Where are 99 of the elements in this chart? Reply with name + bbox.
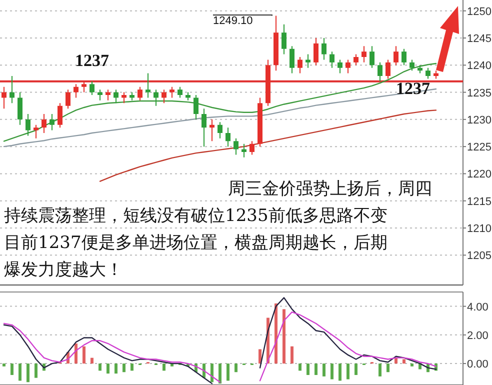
- y-tick-label: 1215: [467, 196, 492, 208]
- candlestick: [154, 89, 158, 106]
- candlestick: [298, 56, 302, 74]
- bar: [106, 364, 110, 374]
- bar: [346, 364, 350, 380]
- bar: [314, 364, 318, 375]
- candlestick: [58, 102, 62, 128]
- y-tick-label: 1230: [467, 114, 492, 126]
- candlestick: [322, 38, 326, 60]
- annotation: 1249.10: [213, 15, 253, 27]
- bar: [122, 364, 126, 372]
- candlestick: [282, 24, 286, 55]
- candlestick: [394, 46, 398, 66]
- bar: [338, 364, 342, 381]
- bar: [226, 364, 230, 381]
- y-tick-label: 1225: [467, 142, 492, 154]
- bar: [354, 364, 358, 375]
- candlestick: [338, 59, 342, 74]
- y-tick-label: 1210: [467, 223, 492, 235]
- bar: [18, 364, 22, 381]
- bar: [34, 364, 38, 378]
- candlestick: [2, 86, 6, 110]
- candlestick: [146, 72, 150, 98]
- candlestick: [386, 59, 390, 80]
- candlestick: [234, 138, 238, 156]
- candlestick: [50, 114, 54, 131]
- candlestick: [170, 86, 174, 98]
- candlestick: [290, 46, 294, 74]
- annotation: 周三金价强势上扬后，周四: [228, 179, 432, 199]
- bar: [234, 364, 238, 372]
- bar: [130, 364, 134, 371]
- candlestick: [330, 51, 334, 68]
- candlestick: [346, 59, 350, 74]
- bar: [330, 364, 334, 380]
- bar: [378, 364, 382, 376]
- bar: [298, 364, 302, 371]
- candlestick: [106, 89, 110, 101]
- y-tick-label: 1245: [467, 33, 492, 45]
- candlestick: [138, 86, 142, 101]
- bar: [410, 364, 414, 366]
- bar: [402, 359, 406, 364]
- bar: [90, 358, 94, 364]
- bar: [218, 364, 222, 384]
- candlestick: [242, 143, 246, 158]
- y-tick-label: 0.00: [467, 358, 488, 371]
- line-series: [99, 110, 437, 182]
- annotation: 爆发力度越大！: [4, 260, 123, 280]
- candlestick: [202, 108, 206, 148]
- candlestick: [250, 140, 254, 156]
- bar: [26, 364, 30, 382]
- y-tick-label: 4.00: [467, 301, 488, 314]
- y-tick-label: 1250: [467, 6, 492, 18]
- candlestick: [178, 86, 182, 98]
- candlestick: [98, 89, 102, 101]
- bar: [290, 346, 294, 364]
- candlestick: [426, 67, 430, 80]
- y-tick-label: 1240: [467, 60, 492, 72]
- bar: [114, 364, 118, 374]
- candlestick: [162, 89, 166, 104]
- candlestick: [26, 114, 30, 136]
- y-tick-label: 1220: [467, 168, 492, 181]
- annotation: 持续震荡整理，短线没有破位1235前低多思路不变: [4, 206, 388, 226]
- y-tick-label: 2.00: [467, 330, 488, 342]
- candlestick: [90, 80, 94, 96]
- candlestick: [10, 76, 14, 104]
- bar: [322, 364, 326, 376]
- candlestick: [314, 38, 318, 66]
- candlestick: [42, 114, 46, 134]
- bar: [82, 346, 86, 364]
- candlestick: [122, 92, 126, 104]
- candlestick: [18, 92, 22, 126]
- bar: [10, 364, 14, 375]
- candlestick: [194, 94, 198, 120]
- y-tick-label: 1205: [467, 250, 492, 262]
- candlestick: [370, 46, 374, 68]
- y-tick-label: 1235: [467, 87, 492, 100]
- bar: [2, 364, 6, 366]
- bar: [386, 364, 390, 372]
- candlestick: [362, 46, 366, 63]
- candlestick: [210, 118, 214, 142]
- candlestick: [410, 59, 414, 72]
- bar: [282, 309, 286, 364]
- candlestick: [226, 127, 230, 148]
- bar: [306, 364, 310, 375]
- candlestick: [354, 54, 358, 66]
- candlestick: [378, 62, 382, 82]
- bar: [210, 364, 214, 382]
- annotation: 1237: [396, 79, 430, 98]
- bar: [98, 364, 102, 371]
- annotation: 目前1237便是多单进场位置，横盘周期越长，后期: [4, 233, 388, 253]
- candlestick: [66, 89, 70, 110]
- candlestick: [306, 54, 310, 68]
- candlestick: [402, 48, 406, 66]
- annotation: 1237: [75, 51, 110, 70]
- candlestick: [218, 122, 222, 139]
- bar: [162, 364, 166, 371]
- candlestick: [114, 89, 118, 104]
- bar: [258, 349, 262, 364]
- candlestick: [34, 124, 38, 139]
